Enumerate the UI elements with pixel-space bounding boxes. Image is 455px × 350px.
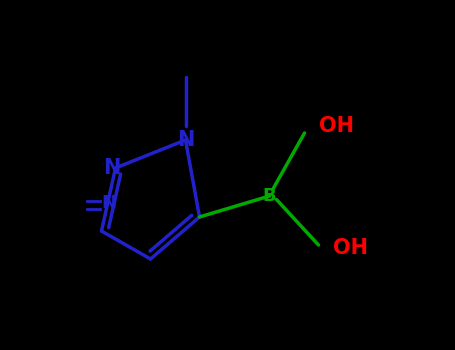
Text: N: N bbox=[101, 194, 116, 212]
Text: N: N bbox=[103, 158, 121, 178]
Text: OH: OH bbox=[333, 238, 368, 259]
Text: B: B bbox=[263, 187, 276, 205]
Text: OH: OH bbox=[318, 116, 354, 136]
Text: N: N bbox=[177, 130, 194, 150]
